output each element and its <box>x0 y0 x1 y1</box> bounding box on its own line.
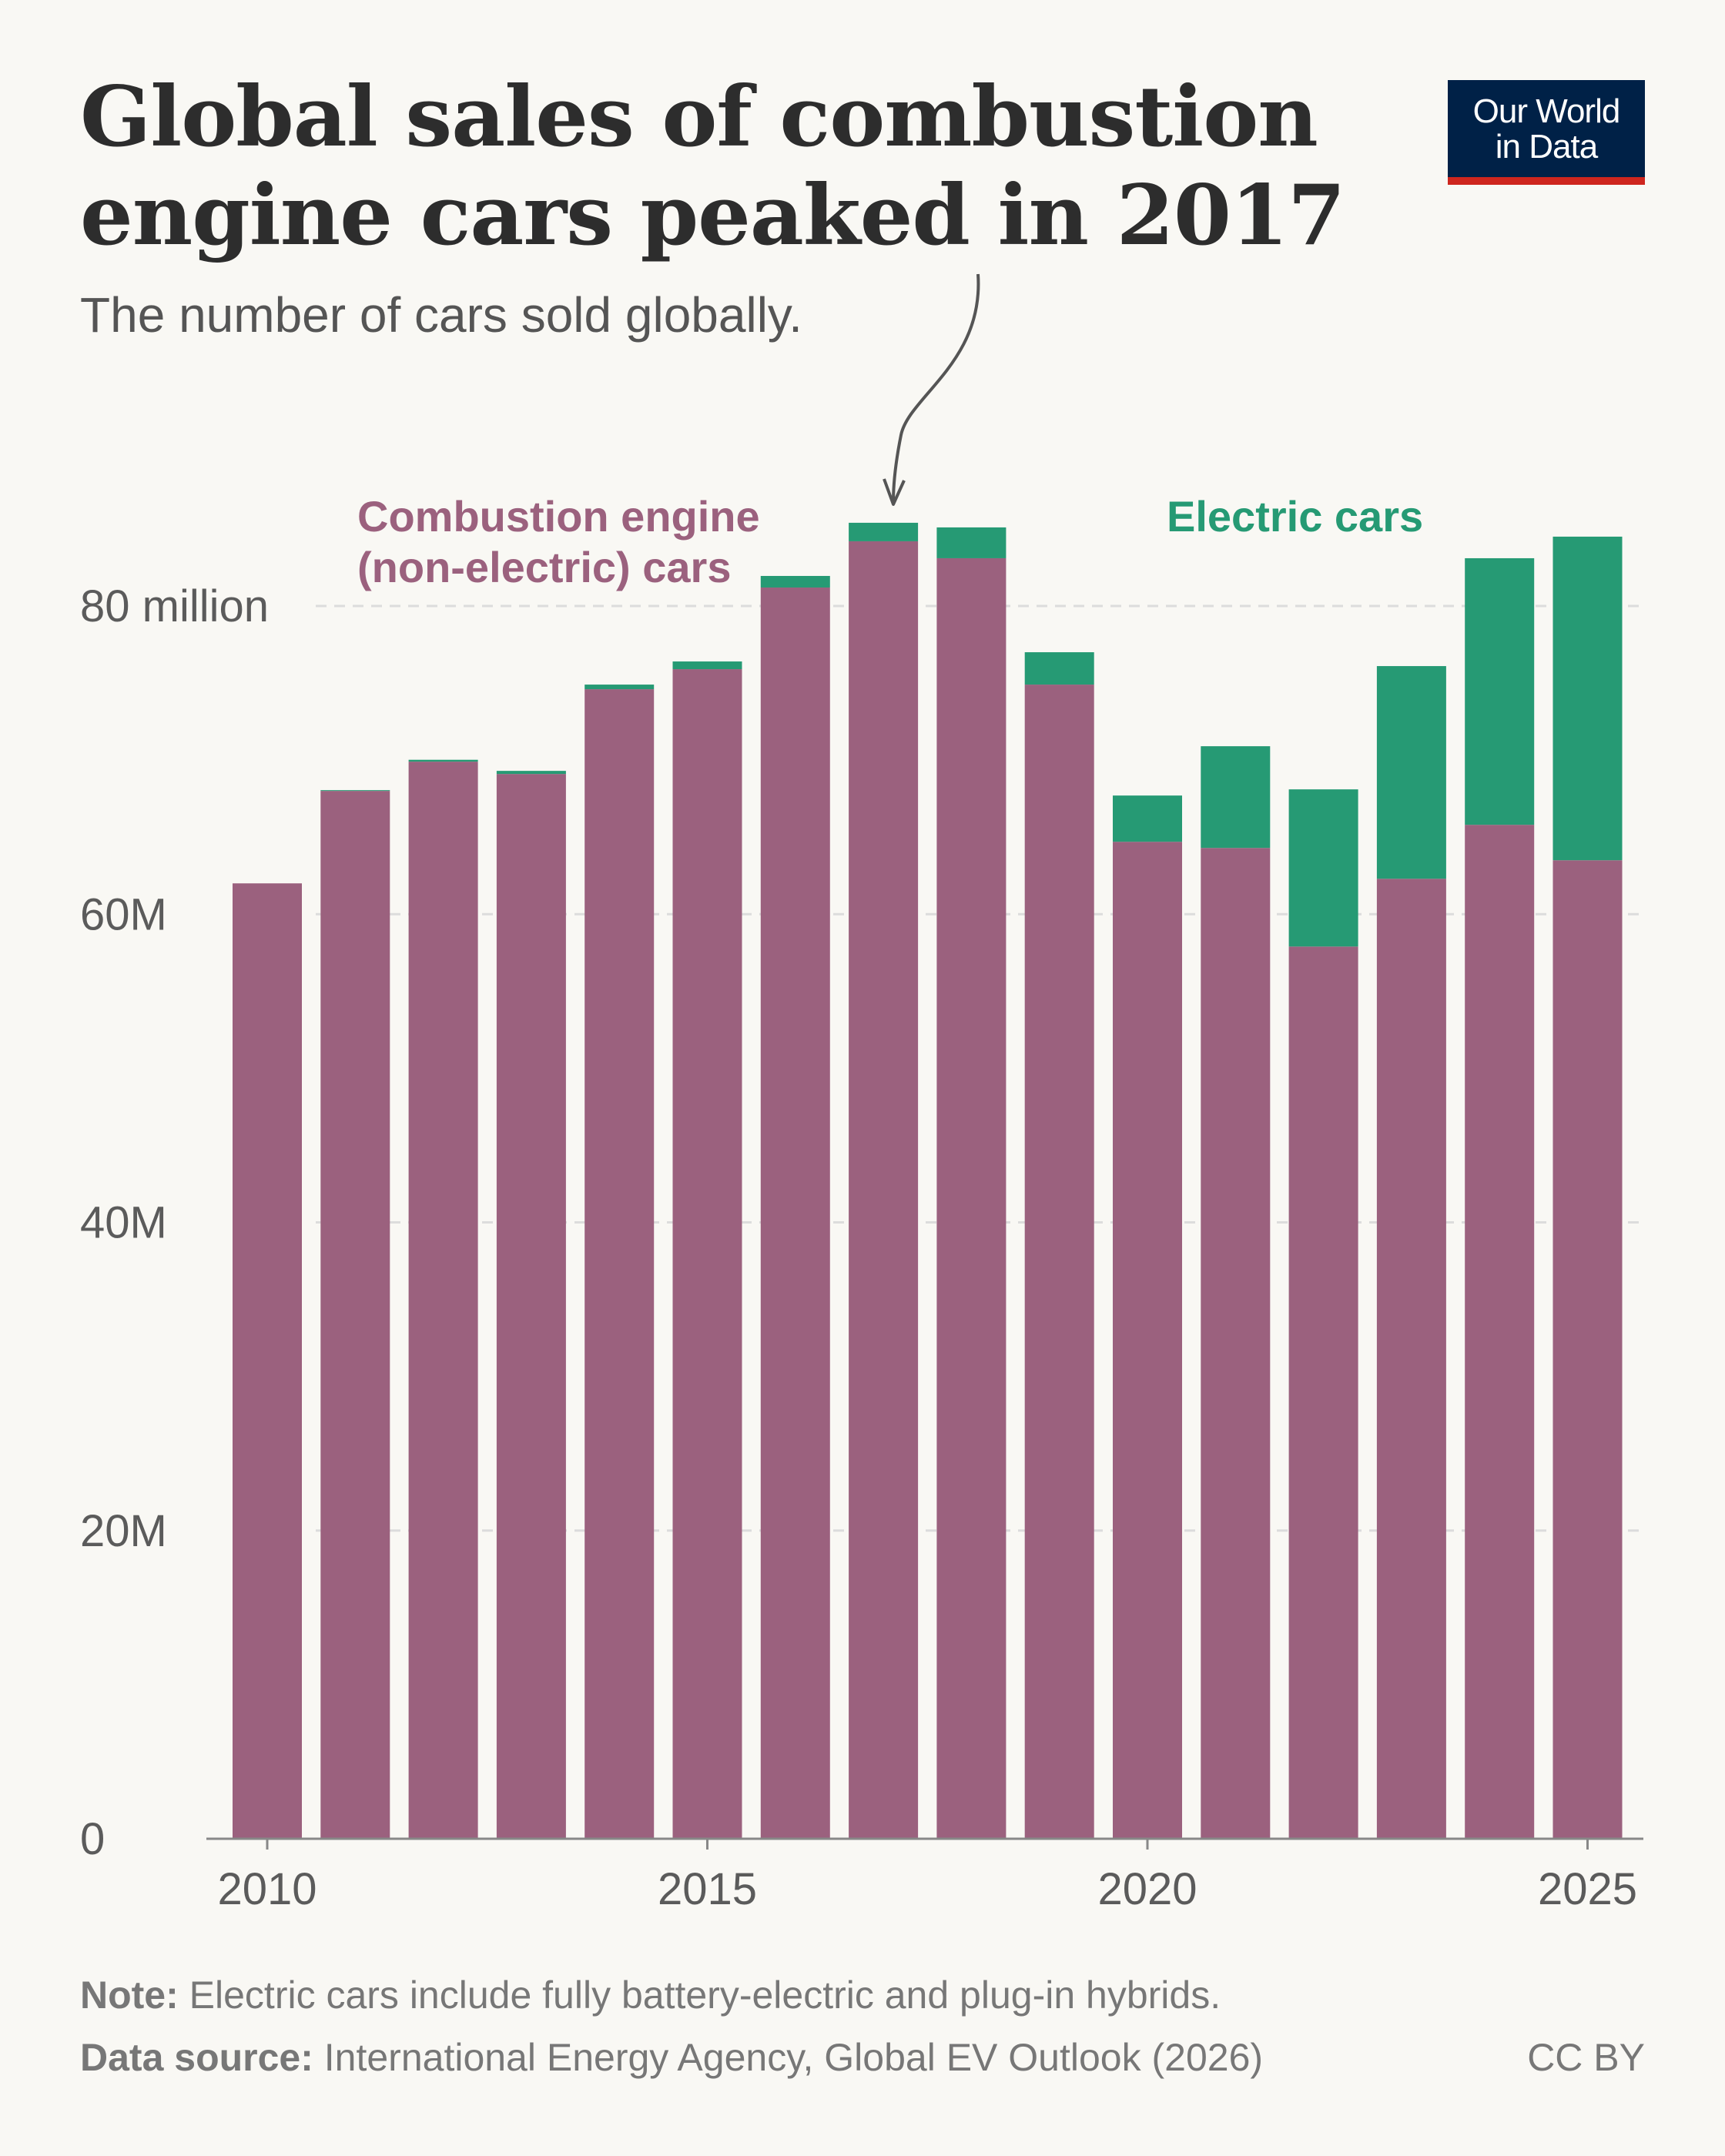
combustion-bar <box>1288 946 1358 1839</box>
combustion-bar <box>1201 848 1271 1839</box>
combustion-bar <box>1376 879 1446 1839</box>
electric-bar <box>1024 652 1094 685</box>
combustion-series-label: (non-electric) cars <box>357 543 732 591</box>
license-text[interactable]: CC BY <box>1527 2036 1645 2079</box>
chart-title-line-1: Global sales of combustion <box>80 69 1318 166</box>
electric-bar <box>496 771 566 775</box>
combustion-bar <box>849 541 919 1839</box>
y-tick-label: 20M <box>80 1506 167 1556</box>
electric-series-label: Electric cars <box>1167 492 1423 541</box>
annotation-arrowhead <box>883 478 906 506</box>
combustion-bar <box>408 762 478 1839</box>
footer-note: Note: Electric cars include fully batter… <box>80 1973 1221 2017</box>
y-tick-label: 0 <box>80 1814 105 1864</box>
combustion-bar <box>496 774 566 1839</box>
electric-bar <box>1113 795 1182 842</box>
x-tick-label: 2020 <box>1097 1864 1197 1914</box>
source-label: Data source: <box>80 2036 313 2079</box>
owid-logo[interactable]: Our World in Data <box>1448 80 1645 185</box>
electric-bar <box>584 685 655 690</box>
bars <box>233 522 1623 1840</box>
y-tick-label: 80 million <box>80 581 269 631</box>
note-label: Note: <box>80 1974 179 2017</box>
x-tick-label: 2025 <box>1538 1864 1637 1914</box>
y-tick-label: 40M <box>80 1198 167 1248</box>
chart-subtitle: The number of cars sold globally. <box>80 287 802 343</box>
combustion-bar <box>672 669 742 1839</box>
x-tick-label: 2010 <box>217 1864 317 1914</box>
y-axis-tick-labels: 0 20M 40M 60M 80 million <box>80 581 269 1864</box>
combustion-bar <box>1465 825 1535 1839</box>
chart-title-line-2: engine cars peaked in 2017 <box>80 167 1345 264</box>
electric-bar <box>1288 789 1358 947</box>
y-tick-label: 60M <box>80 889 167 939</box>
combustion-bar <box>936 557 1007 1840</box>
x-tick-label: 2015 <box>658 1864 757 1914</box>
footer-source: Data source: International Energy Agency… <box>80 2035 1263 2080</box>
combustion-bar <box>233 883 302 1839</box>
electric-bar <box>1465 557 1535 825</box>
logo-line-2: in Data <box>1495 128 1598 166</box>
electric-bar <box>760 575 830 588</box>
series-labels: Combustion engine(non-electric) cars Elec… <box>357 492 1423 591</box>
source-text: International Energy Agency, Global EV O… <box>313 2036 1264 2079</box>
combustion-bar <box>1552 860 1623 1839</box>
combustion-bar <box>320 791 390 1839</box>
electric-bar <box>1552 536 1623 861</box>
combustion-bar <box>760 587 830 1839</box>
x-axis-tick-labels: 2010 2015 2020 2025 <box>217 1839 1637 1914</box>
note-text: Electric cars include fully battery-elec… <box>178 1974 1221 2017</box>
electric-bar <box>408 759 478 762</box>
combustion-bar <box>1113 842 1182 1839</box>
combustion-bar <box>584 689 655 1839</box>
annotation-arrow <box>892 273 980 503</box>
combustion-series-label: Combustion engine <box>357 492 760 541</box>
electric-bar <box>849 522 919 541</box>
combustion-bar <box>1024 685 1094 1839</box>
logo-line-1: Our World <box>1472 92 1621 130</box>
electric-bar <box>1376 666 1446 879</box>
chart-title: Global sales of combustion engine cars p… <box>80 68 1345 265</box>
electric-bar <box>320 790 390 792</box>
electric-bar <box>936 527 1007 558</box>
electric-bar <box>672 661 742 670</box>
electric-bar <box>1201 746 1271 849</box>
